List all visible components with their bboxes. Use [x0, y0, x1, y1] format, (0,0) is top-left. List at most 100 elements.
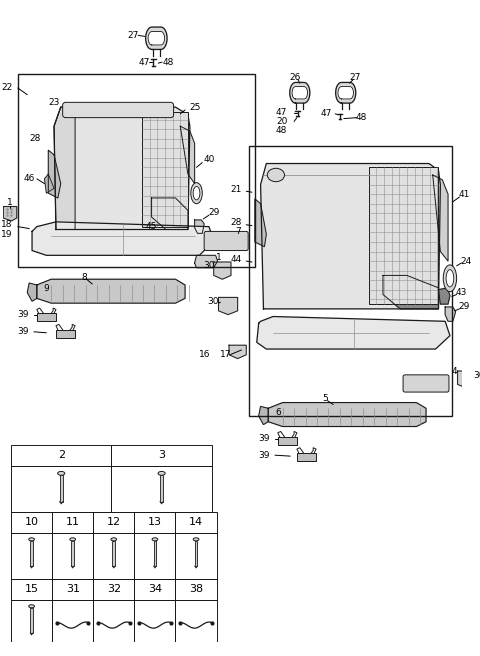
Text: 3: 3	[158, 450, 165, 460]
Text: 32: 32	[107, 584, 121, 594]
Text: 1: 1	[7, 198, 13, 207]
Text: 30: 30	[473, 371, 480, 380]
Bar	[18, 73, 255, 267]
Text: 20: 20	[276, 117, 288, 126]
Text: 24: 24	[460, 256, 472, 266]
Text: 2: 2	[58, 450, 65, 460]
Polygon shape	[438, 288, 450, 304]
Bar	[154, 541, 156, 566]
Polygon shape	[48, 150, 61, 198]
Polygon shape	[445, 307, 456, 321]
Polygon shape	[218, 297, 238, 315]
Ellipse shape	[158, 472, 165, 475]
Bar	[60, 475, 63, 502]
Polygon shape	[257, 317, 450, 349]
Polygon shape	[45, 174, 54, 193]
Bar	[111, 445, 212, 466]
Text: 28: 28	[29, 134, 41, 143]
Bar	[52, 533, 93, 579]
Ellipse shape	[191, 182, 202, 204]
Ellipse shape	[111, 538, 117, 541]
Bar	[52, 600, 93, 646]
Bar	[11, 579, 52, 600]
Text: 27: 27	[128, 31, 139, 40]
Bar	[111, 466, 212, 512]
Bar	[160, 475, 163, 502]
Text: 26: 26	[289, 73, 300, 82]
Ellipse shape	[29, 605, 35, 608]
Bar	[134, 512, 176, 533]
Text: 6: 6	[275, 407, 281, 417]
Text: 25: 25	[189, 102, 200, 112]
Text: 47: 47	[321, 110, 332, 118]
Text: 47: 47	[276, 108, 288, 117]
Text: 14: 14	[189, 517, 203, 527]
Bar	[72, 541, 74, 566]
Bar	[176, 600, 216, 646]
Text: 34: 34	[148, 584, 162, 594]
Text: 48: 48	[162, 58, 174, 67]
Text: 39: 39	[259, 434, 270, 443]
Text: 38: 38	[189, 584, 203, 594]
Bar	[30, 541, 33, 566]
Polygon shape	[148, 31, 165, 45]
Polygon shape	[145, 27, 167, 49]
Polygon shape	[259, 407, 268, 424]
Bar	[142, 112, 188, 226]
Text: 40: 40	[203, 155, 215, 164]
Ellipse shape	[58, 472, 65, 475]
Text: 48: 48	[355, 113, 367, 122]
Text: 30: 30	[207, 297, 218, 306]
Bar	[93, 579, 134, 600]
Text: 48: 48	[276, 125, 288, 134]
Polygon shape	[37, 279, 185, 303]
Bar	[134, 579, 176, 600]
Bar	[93, 512, 134, 533]
Text: 45: 45	[146, 222, 157, 231]
FancyBboxPatch shape	[63, 102, 174, 117]
Ellipse shape	[267, 169, 285, 182]
Polygon shape	[255, 199, 266, 247]
Bar	[11, 533, 52, 579]
Polygon shape	[338, 87, 353, 99]
Ellipse shape	[193, 186, 200, 200]
Bar	[176, 512, 216, 533]
Bar	[249, 146, 452, 416]
Ellipse shape	[446, 270, 454, 287]
Bar	[176, 579, 216, 600]
Text: 46: 46	[24, 174, 35, 183]
Text: 39: 39	[18, 327, 29, 337]
Text: 39: 39	[18, 310, 29, 319]
Bar	[134, 600, 176, 646]
Polygon shape	[292, 87, 308, 99]
Ellipse shape	[193, 538, 199, 541]
FancyBboxPatch shape	[403, 375, 449, 392]
Text: 12: 12	[107, 517, 121, 527]
Text: 5: 5	[323, 394, 328, 403]
Text: 22: 22	[2, 83, 13, 92]
Ellipse shape	[70, 538, 75, 541]
Text: 39: 39	[259, 451, 270, 460]
Polygon shape	[3, 207, 17, 221]
Ellipse shape	[152, 538, 158, 541]
Bar	[93, 600, 134, 646]
Bar	[52, 579, 93, 600]
Polygon shape	[457, 371, 477, 388]
Bar	[52, 512, 93, 533]
Text: 19: 19	[0, 230, 12, 239]
Text: 29: 29	[208, 208, 219, 216]
Bar	[297, 453, 316, 461]
Polygon shape	[32, 222, 214, 255]
Bar	[134, 533, 176, 579]
Text: 16: 16	[199, 350, 211, 359]
Bar	[11, 512, 52, 533]
Text: 8: 8	[82, 273, 87, 282]
Polygon shape	[54, 107, 190, 230]
Polygon shape	[432, 175, 448, 261]
Polygon shape	[261, 163, 440, 309]
Text: 28: 28	[230, 218, 241, 228]
Text: 44: 44	[230, 255, 241, 264]
Bar	[11, 445, 111, 466]
Text: 9: 9	[44, 284, 49, 293]
Text: 23: 23	[48, 98, 60, 107]
